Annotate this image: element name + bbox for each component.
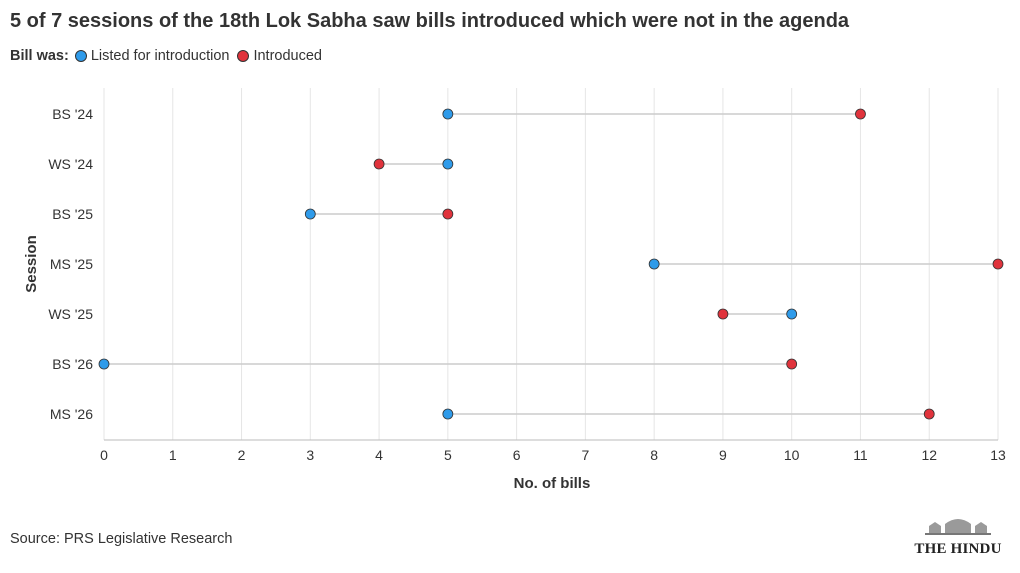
legend-dot-introduced [237,50,250,62]
point-listed [786,308,798,320]
x-axis-ticks: 0 1 2 3 4 5 6 7 8 9 10 11 12 13 [100,447,1006,463]
x-tick-label: 9 [719,447,727,463]
point-listed [442,408,454,420]
logo-text: THE HINDU [914,541,1002,557]
data-points [98,108,1004,420]
y-tick-label: MS '25 [50,256,93,272]
x-tick-label: 8 [650,447,658,463]
point-listed [442,108,454,120]
legend: Bill was: Listed for introduction Introd… [10,48,330,64]
point-listed [442,158,454,170]
x-tick-label: 10 [784,447,800,463]
publisher-logo: THE HINDU [908,516,1008,558]
x-tick-label: 0 [100,447,108,463]
x-tick-label: 1 [169,447,177,463]
x-axis-label: No. of bills [514,475,591,492]
point-introduced [442,208,454,220]
point-introduced [373,158,385,170]
y-tick-label: WS '25 [48,306,93,322]
point-listed [98,358,110,370]
x-tick-label: 6 [513,447,521,463]
x-tick-label: 3 [306,447,314,463]
x-tick-label: 12 [921,447,937,463]
legend-item-listed: Listed for introduction [74,48,230,64]
y-axis-label: Session [23,235,40,293]
x-tick-label: 13 [990,447,1006,463]
point-listed [648,258,660,270]
legend-item-introduced: Introduced [237,48,322,64]
legend-text-introduced: Introduced [253,48,322,64]
x-tick-label: 5 [444,447,452,463]
logo-emblem-icon [925,519,991,535]
point-introduced [786,358,798,370]
point-introduced [923,408,935,420]
source-note: Source: PRS Legislative Research [10,531,233,547]
legend-dot-listed [74,50,87,62]
legend-label: Bill was: [10,48,69,64]
point-introduced [855,108,866,120]
y-axis-ticks: BS '24 WS '24 BS '25 MS '25 WS '25 BS '26 MS '… [48,106,93,422]
point-introduced [717,308,729,320]
y-tick-label: WS '24 [48,156,93,172]
y-tick-label: BS '26 [52,356,93,372]
x-tick-label: 11 [853,447,868,463]
y-tick-label: MS '26 [50,406,93,422]
y-tick-label: BS '24 [52,106,93,122]
x-tick-label: 7 [581,447,589,463]
point-listed [304,208,316,220]
chart-title: 5 of 7 sessions of the 18th Lok Sabha sa… [10,10,850,32]
x-tick-label: 2 [238,447,246,463]
x-tick-label: 4 [375,447,383,463]
point-introduced [992,258,1004,270]
y-tick-label: BS '25 [52,206,93,222]
connector-lines [104,113,998,415]
legend-text-listed: Listed for introduction [90,48,230,64]
